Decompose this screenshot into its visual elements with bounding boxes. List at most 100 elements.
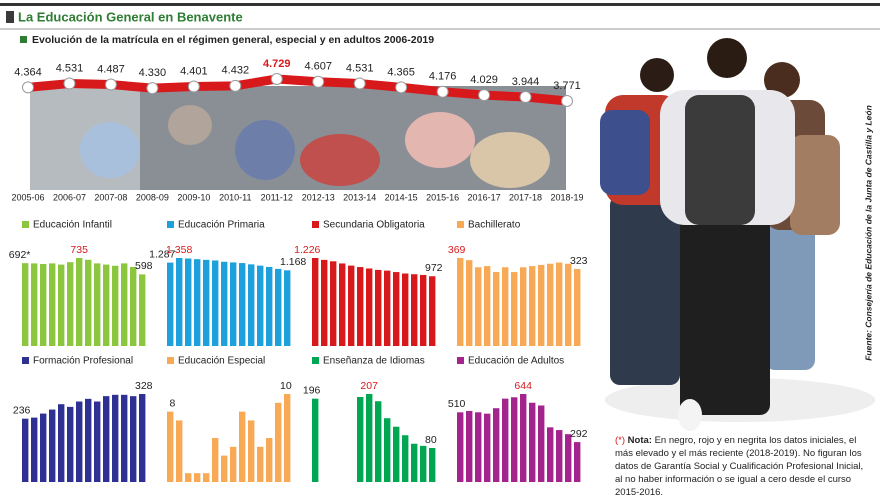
- bar: [402, 435, 409, 482]
- bar: [493, 408, 500, 482]
- chart-title: Bachillerato: [468, 220, 521, 231]
- value-label: 735: [70, 244, 88, 256]
- bar: [266, 438, 273, 482]
- point: [478, 89, 491, 102]
- classroom-photo: [30, 86, 566, 190]
- bar: [94, 401, 101, 482]
- bar: [167, 262, 174, 346]
- students-photo: [600, 38, 875, 431]
- value-label: 292: [570, 428, 588, 440]
- bar: [556, 262, 563, 346]
- bar: [58, 404, 65, 482]
- bar: [411, 443, 418, 482]
- bar: [266, 266, 273, 346]
- value-label: 4.729: [263, 58, 291, 70]
- point: [519, 91, 532, 104]
- bar: [167, 411, 174, 482]
- value-label: 4.531: [346, 62, 374, 74]
- bar: [257, 265, 264, 346]
- bar: [31, 417, 38, 482]
- bar: [538, 405, 545, 482]
- x-tick-label: 2018-19: [550, 192, 583, 202]
- bar: [230, 446, 237, 482]
- bar: [112, 394, 119, 482]
- bar: [212, 438, 219, 482]
- bar: [130, 266, 137, 346]
- bar: [429, 276, 436, 346]
- x-tick-label: 2006-07: [53, 192, 86, 202]
- page-title: La Educación General en Benavente: [18, 9, 243, 24]
- bar: [484, 266, 491, 346]
- chart-title: Formación Profesional: [33, 356, 133, 367]
- value-label: 4.330: [139, 67, 167, 79]
- bar: [420, 445, 427, 482]
- point: [353, 77, 366, 90]
- value-label: 196: [303, 384, 321, 396]
- chart-title: Educación Especial: [178, 356, 265, 367]
- bar: [248, 420, 255, 482]
- bar: [31, 263, 38, 346]
- value-label: 972: [425, 262, 443, 274]
- bar: [375, 269, 382, 346]
- bar: [275, 402, 282, 482]
- bar: [484, 413, 491, 482]
- legend-swatch: [312, 221, 319, 228]
- legend-swatch: [457, 221, 464, 228]
- x-tick-label: 2009-10: [177, 192, 210, 202]
- bar: [284, 394, 291, 482]
- title-marker: [6, 11, 14, 23]
- bar: [330, 261, 337, 346]
- bar: [502, 267, 509, 346]
- legend-swatch: [312, 357, 319, 364]
- legend-swatch: [22, 221, 29, 228]
- bar: [85, 259, 92, 346]
- bar: [22, 418, 29, 482]
- point: [312, 75, 325, 88]
- source: Fuente: Consejería de Educación de la Ju…: [863, 105, 873, 361]
- bar: [511, 397, 518, 482]
- value-label: 80: [425, 434, 437, 446]
- value-label: 4.365: [387, 66, 415, 78]
- bar: [375, 401, 382, 482]
- bar: [49, 263, 56, 346]
- bar: [221, 261, 228, 346]
- point: [561, 95, 573, 107]
- bar: [284, 270, 291, 346]
- bar: [538, 264, 545, 346]
- chart-title: Secundaria Obligatoria: [323, 220, 425, 231]
- bar: [466, 260, 473, 346]
- subtitle-marker: [20, 36, 27, 43]
- point: [395, 81, 408, 94]
- bar: [402, 273, 409, 346]
- bar: [312, 258, 319, 346]
- point: [104, 78, 117, 91]
- bar: [457, 412, 464, 482]
- bar: [339, 263, 346, 346]
- bar: [221, 455, 228, 482]
- bar: [194, 473, 201, 482]
- bar: [40, 413, 47, 482]
- legend-swatch: [457, 357, 464, 364]
- bar: [502, 398, 509, 482]
- chart-title: Educación Primaria: [178, 220, 265, 231]
- value-label: 1.358: [166, 244, 192, 256]
- bar: [547, 427, 554, 482]
- bar: [103, 396, 110, 482]
- bar: [203, 259, 210, 346]
- value-label: 4.607: [304, 61, 332, 73]
- bar: [67, 262, 74, 346]
- value-label: 4.364: [14, 66, 42, 78]
- value-label: 236: [13, 404, 31, 416]
- value-label: 692*: [9, 249, 31, 261]
- value-label: 510: [448, 398, 466, 410]
- bar: [565, 434, 572, 482]
- legend-swatch: [167, 357, 174, 364]
- bar: [520, 394, 527, 482]
- value-label: 4.487: [97, 63, 125, 75]
- bar: [76, 401, 83, 482]
- bar: [493, 272, 500, 346]
- point: [436, 85, 449, 98]
- bar: [366, 268, 373, 346]
- bar: [475, 267, 482, 346]
